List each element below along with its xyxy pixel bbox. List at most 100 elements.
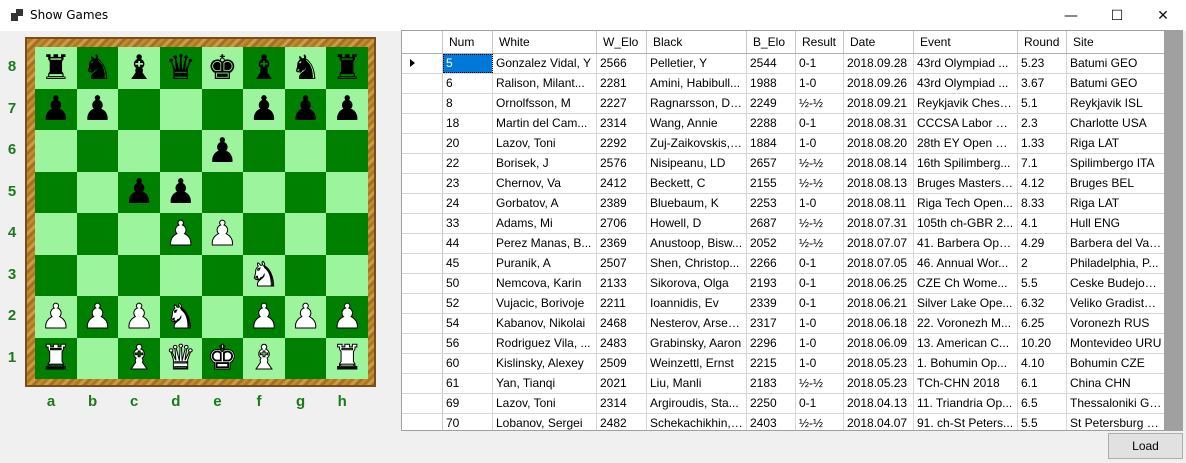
square-b8[interactable]: ♞ xyxy=(76,47,119,89)
square-b5[interactable] xyxy=(76,171,119,213)
square-d3[interactable] xyxy=(159,254,202,296)
row-header[interactable] xyxy=(402,214,443,233)
cell-w-elo[interactable]: 2566 xyxy=(597,54,647,73)
cell-site[interactable]: Bruges BEL xyxy=(1067,174,1166,193)
cell-site[interactable]: Montevideo URU xyxy=(1067,334,1166,353)
cell-result[interactable]: 1-0 xyxy=(796,334,844,353)
square-g1[interactable] xyxy=(284,337,327,379)
cell-site[interactable]: Charlotte USA xyxy=(1067,114,1166,133)
square-f5[interactable] xyxy=(243,171,285,213)
cell-b-elo[interactable]: 1988 xyxy=(747,74,796,93)
cell-event[interactable]: 13. American C... xyxy=(914,334,1018,353)
cell-date[interactable]: 2018.05.23 xyxy=(844,354,914,373)
table-row[interactable]: 52 Vujacic, Borivoje 2211 Ioannidis, Ev 2339… xyxy=(402,294,1182,314)
row-header[interactable] xyxy=(402,294,443,313)
cell-w-elo[interactable]: 2133 xyxy=(597,274,647,293)
cell-w-elo[interactable]: 2281 xyxy=(597,74,647,93)
cell-w-elo[interactable]: 2314 xyxy=(597,114,647,133)
square-h4[interactable] xyxy=(326,213,368,255)
square-e2[interactable] xyxy=(201,296,244,338)
vertical-scrollbar[interactable] xyxy=(1164,31,1182,430)
table-row[interactable]: 50 Nemcova, Karin 2133 Sikorova, Olga 2193 0-… xyxy=(402,274,1182,294)
cell-site[interactable]: St Petersburg R... xyxy=(1067,414,1166,430)
black-bishop-icon[interactable]: ♝ xyxy=(248,47,280,88)
square-g2[interactable]: ♟ xyxy=(284,296,327,338)
cell-w-elo[interactable]: 2576 xyxy=(597,154,647,173)
cell-black[interactable]: Howell, D xyxy=(647,214,747,233)
cell-round[interactable]: 5.1 xyxy=(1018,94,1067,113)
white-pawn-icon[interactable]: ♟ xyxy=(82,296,114,337)
white-bishop-icon[interactable]: ♝ xyxy=(123,338,155,379)
cell-event[interactable]: CCCSA Labor D... xyxy=(914,114,1018,133)
cell-b-elo[interactable]: 2339 xyxy=(747,294,796,313)
cell-site[interactable]: Riga LAT xyxy=(1067,134,1166,153)
row-header[interactable] xyxy=(402,134,443,153)
square-h3[interactable] xyxy=(326,254,368,296)
row-header[interactable] xyxy=(402,94,443,113)
cell-date[interactable]: 2018.06.18 xyxy=(844,314,914,333)
square-d5[interactable]: ♟ xyxy=(159,171,202,213)
cell-round[interactable]: 6.1 xyxy=(1018,374,1067,393)
square-f2[interactable]: ♟ xyxy=(243,296,285,338)
cell-round[interactable]: 10.20 xyxy=(1018,334,1067,353)
square-a4[interactable] xyxy=(35,213,77,255)
cell-black[interactable]: Zuj-Zaikovskis, ... xyxy=(647,134,747,153)
cell-event[interactable]: TCh-CHN 2018 xyxy=(914,374,1018,393)
cell-w-elo[interactable]: 2227 xyxy=(597,94,647,113)
square-a7[interactable]: ♟ xyxy=(35,88,77,130)
cell-white[interactable]: Gorbatov, A xyxy=(493,194,597,213)
white-pawn-icon[interactable]: ♟ xyxy=(40,296,72,337)
cell-result[interactable]: 0-1 xyxy=(796,294,844,313)
cell-date[interactable]: 2018.04.07 xyxy=(844,414,914,430)
cell-b-elo[interactable]: 2253 xyxy=(747,194,796,213)
games-grid[interactable]: Num White W_Elo Black B_Elo Result Date Event Ro… xyxy=(401,30,1183,431)
square-g4[interactable] xyxy=(284,213,327,255)
black-rook-icon[interactable]: ♜ xyxy=(40,47,72,88)
cell-event[interactable]: 1. Bohumin Op... xyxy=(914,354,1018,373)
cell-black[interactable]: Sikorova, Olga xyxy=(647,274,747,293)
cell-w-elo[interactable]: 2369 xyxy=(597,234,647,253)
cell-num[interactable]: 44 xyxy=(443,234,493,253)
table-row[interactable]: 56 Rodriguez Vila, ... 2483 Grabinsky, Aaro… xyxy=(402,334,1182,354)
cell-result[interactable]: 0-1 xyxy=(796,254,844,273)
cell-b-elo[interactable]: 2193 xyxy=(747,274,796,293)
cell-white[interactable]: Chernov, Va xyxy=(493,174,597,193)
cell-white[interactable]: Lazov, Toni xyxy=(493,134,597,153)
square-c8[interactable]: ♝ xyxy=(118,47,160,89)
cell-w-elo[interactable]: 2509 xyxy=(597,354,647,373)
cell-b-elo[interactable]: 2183 xyxy=(747,374,796,393)
square-f8[interactable]: ♝ xyxy=(243,47,285,89)
square-h7[interactable]: ♟ xyxy=(326,88,368,130)
square-b1[interactable] xyxy=(76,337,119,379)
cell-b-elo[interactable]: 2155 xyxy=(747,174,796,193)
cell-b-elo[interactable]: 2266 xyxy=(747,254,796,273)
cell-date[interactable]: 2018.08.11 xyxy=(844,194,914,213)
black-pawn-icon[interactable]: ♟ xyxy=(331,89,363,130)
square-g3[interactable] xyxy=(284,254,327,296)
cell-w-elo[interactable]: 2389 xyxy=(597,194,647,213)
cell-white[interactable]: Ralison, Milant... xyxy=(493,74,597,93)
cell-site[interactable]: Batumi GEO xyxy=(1067,54,1166,73)
square-e8[interactable]: ♚ xyxy=(201,47,244,89)
cell-num[interactable]: 50 xyxy=(443,274,493,293)
cell-date[interactable]: 2018.06.25 xyxy=(844,274,914,293)
cell-event[interactable]: 16th Spilimberg... xyxy=(914,154,1018,173)
cell-date[interactable]: 2018.07.31 xyxy=(844,214,914,233)
chess-board[interactable]: ♜ ♞ ♝ ♛ ♚ ♝ ♞ ♜ ♟ ♟ ♟ ♟ ♟ ♟ ♟ ♟ ♟ ♟ ♞ ♟ ♟ ♟ ♞ ♟ ♟ ♟ ♜ ♝ ♛ ♚ ♝ ♜ xyxy=(35,47,368,379)
square-d4[interactable]: ♟ xyxy=(159,213,202,255)
cell-result[interactable]: ½-½ xyxy=(796,414,844,430)
cell-result[interactable]: 1-0 xyxy=(796,134,844,153)
cell-event[interactable]: Reykjavik Chess... xyxy=(914,94,1018,113)
cell-b-elo[interactable]: 2687 xyxy=(747,214,796,233)
cell-event[interactable]: 43rd Olympiad ... xyxy=(914,74,1018,93)
cell-site[interactable]: Barbera del Vall... xyxy=(1067,234,1166,253)
cell-site[interactable]: China CHN xyxy=(1067,374,1166,393)
minimize-button[interactable]: — xyxy=(1064,7,1078,24)
cell-event[interactable]: 105th ch-GBR 2... xyxy=(914,214,1018,233)
cell-round[interactable]: 7.1 xyxy=(1018,154,1067,173)
cell-b-elo[interactable]: 2544 xyxy=(747,54,796,73)
white-rook-icon[interactable]: ♜ xyxy=(331,338,363,379)
cell-b-elo[interactable]: 2317 xyxy=(747,314,796,333)
table-row[interactable]: 8 Ornolfsson, M 2227 Ragnarsson, Da... 2249 ½… xyxy=(402,94,1182,114)
cell-num[interactable]: 8 xyxy=(443,94,493,113)
